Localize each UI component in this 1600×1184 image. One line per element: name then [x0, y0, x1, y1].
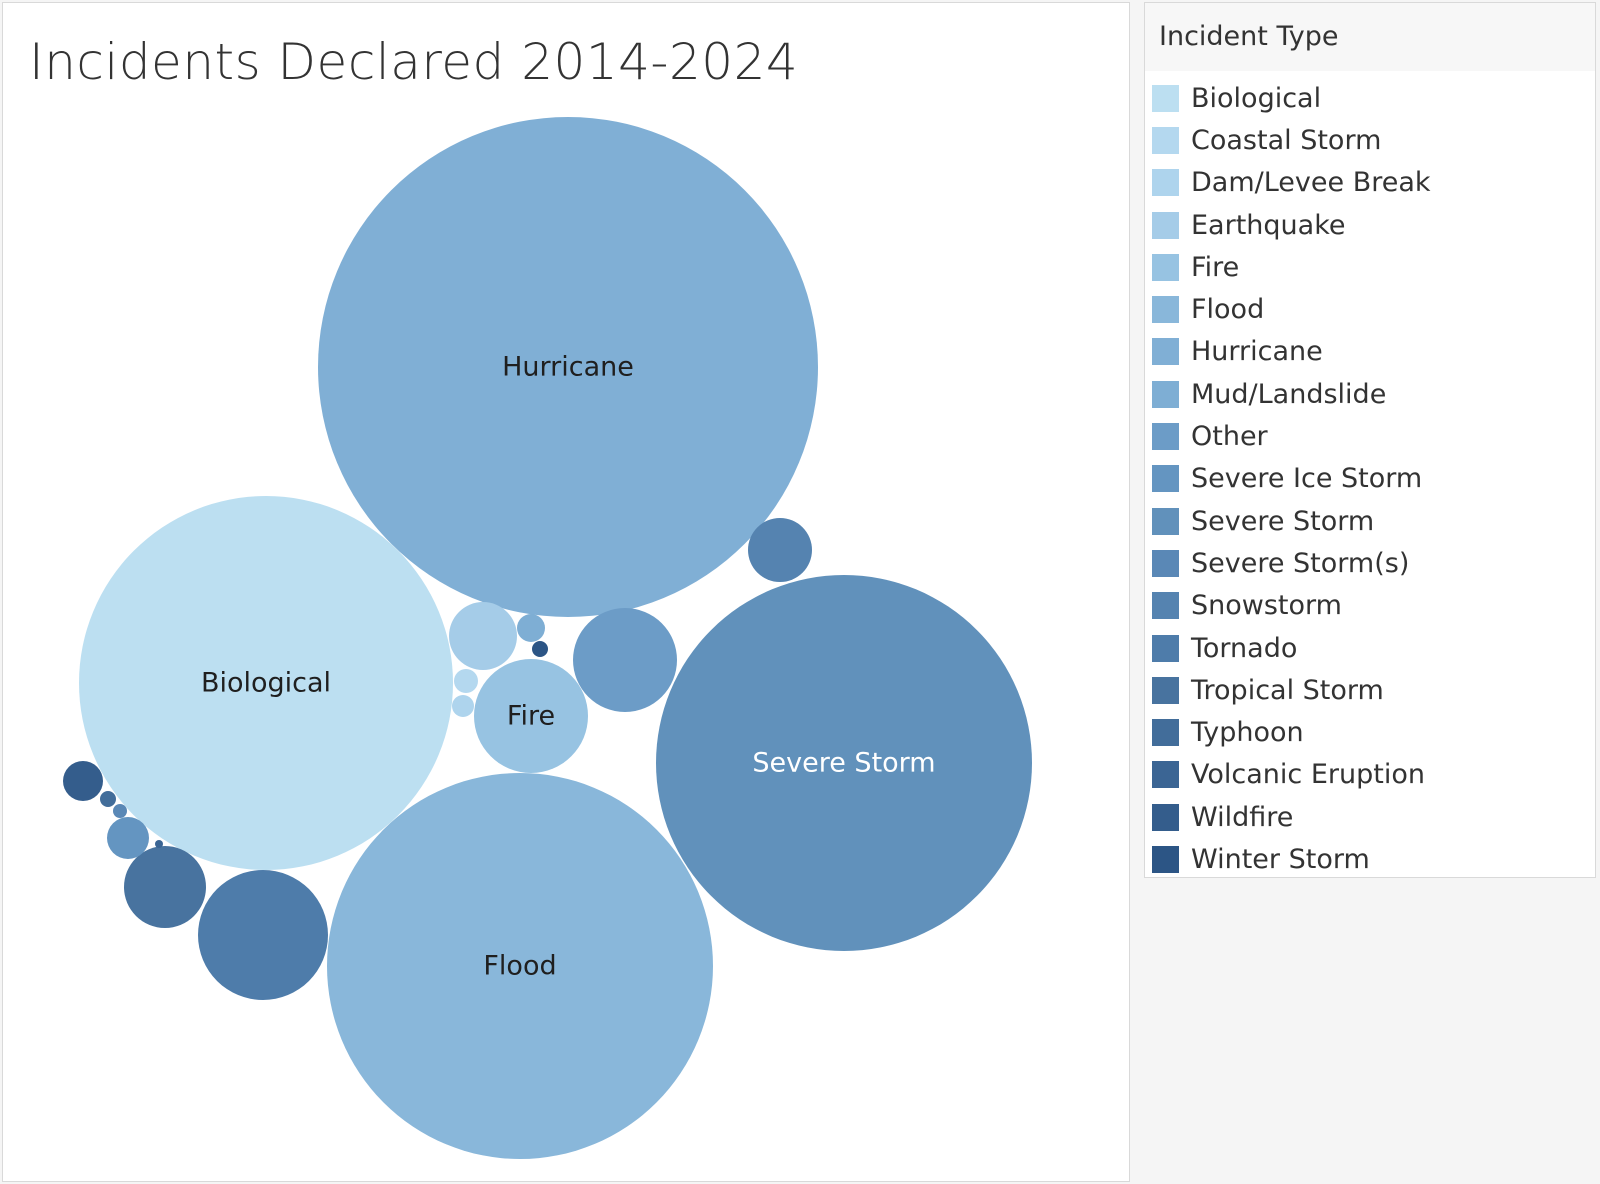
legend-item-snowstorm[interactable]: Snowstorm [1145, 585, 1595, 627]
legend-item-fire[interactable]: Fire [1145, 246, 1595, 288]
chart-title: Incidents Declared 2014-2024 [29, 33, 799, 91]
bubble-label-severe-storm: Severe Storm [752, 748, 935, 779]
legend-label: Dam/Levee Break [1191, 167, 1431, 199]
legend-item-tropical-storm[interactable]: Tropical Storm [1145, 669, 1595, 711]
bubble-earthquake[interactable] [449, 602, 517, 670]
legend-label: Coastal Storm [1191, 124, 1382, 156]
legend-item-winter-storm[interactable]: Winter Storm [1145, 838, 1595, 880]
legend-label: Severe Storm [1191, 505, 1375, 537]
legend-label: Mud/Landslide [1191, 378, 1387, 410]
bubble-other[interactable] [573, 608, 677, 712]
bubble-hurricane[interactable] [318, 117, 818, 617]
bubble-severe-storm[interactable] [656, 575, 1032, 951]
bubble-mud-landslide[interactable] [517, 614, 545, 642]
legend-label: Other [1191, 421, 1268, 453]
legend-item-typhoon[interactable]: Typhoon [1145, 711, 1595, 753]
bubble-label-flood: Flood [483, 951, 556, 982]
bubble-label-biological: Biological [201, 668, 331, 699]
legend-panel: Incident Type Biological Coastal Storm Dam… [1144, 2, 1596, 878]
bubble-winter-storm[interactable] [532, 641, 548, 657]
legend-label: Severe Storm(s) [1191, 547, 1410, 579]
bubble-coastal-storm[interactable] [454, 669, 478, 693]
legend-item-other[interactable]: Other [1145, 415, 1595, 457]
legend-swatch [1152, 169, 1179, 197]
chart-panel: Incidents Declared 2014-2024 Hurricane Se… [2, 2, 1130, 1182]
legend-item-severe-storm-s[interactable]: Severe Storm(s) [1145, 542, 1595, 584]
legend-label: Snowstorm [1191, 590, 1342, 622]
legend-swatch [1152, 423, 1179, 451]
legend-swatch [1152, 719, 1179, 747]
legend-item-tornado[interactable]: Tornado [1145, 627, 1595, 669]
legend-swatch [1152, 592, 1179, 620]
legend-list: Biological Coastal Storm Dam/Levee Break Ea… [1145, 71, 1595, 881]
legend-label: Winter Storm [1191, 843, 1370, 875]
legend-item-biological[interactable]: Biological [1145, 77, 1595, 119]
legend-label: Hurricane [1191, 336, 1323, 368]
legend-title: Incident Type [1145, 3, 1595, 71]
legend-swatch [1152, 549, 1179, 577]
legend-item-dam-levee-break[interactable]: Dam/Levee Break [1145, 162, 1595, 204]
legend-swatch [1152, 507, 1179, 535]
bubble-label-fire: Fire [507, 701, 555, 732]
legend-label: Severe Ice Storm [1191, 463, 1423, 495]
legend-swatch [1152, 338, 1179, 366]
bubble-volcanic-eruption[interactable] [155, 840, 163, 848]
legend-item-volcanic-eruption[interactable]: Volcanic Eruption [1145, 754, 1595, 796]
bubble-flood[interactable] [327, 773, 713, 1159]
legend-swatch [1152, 803, 1179, 831]
legend-swatch [1152, 84, 1179, 112]
legend-label: Volcanic Eruption [1191, 759, 1425, 791]
legend-label: Earthquake [1191, 209, 1346, 241]
bubble-snowstorm[interactable] [748, 518, 812, 582]
bubble-typhoon[interactable] [100, 791, 116, 807]
bubble-tornado[interactable] [198, 870, 328, 1000]
legend-label: Wildfire [1191, 801, 1294, 833]
legend-swatch [1152, 380, 1179, 408]
legend-label: Fire [1191, 251, 1240, 283]
bubble-chart: Hurricane Severe Storm Flood Biological Fire [63, 117, 1032, 1159]
legend-swatch [1152, 126, 1179, 154]
legend-swatch [1152, 845, 1179, 873]
bubble-label-hurricane: Hurricane [502, 352, 634, 383]
legend-item-wildfire[interactable]: Wildfire [1145, 796, 1595, 838]
legend-label: Flood [1191, 294, 1265, 326]
legend-swatch [1152, 761, 1179, 789]
bubble-dam-levee-break[interactable] [452, 695, 474, 717]
legend-item-severe-storm[interactable]: Severe Storm [1145, 500, 1595, 542]
legend-swatch [1152, 465, 1179, 493]
legend-item-mud-landslide[interactable]: Mud/Landslide [1145, 373, 1595, 415]
legend-item-flood[interactable]: Flood [1145, 288, 1595, 330]
legend-item-severe-ice-storm[interactable]: Severe Ice Storm [1145, 458, 1595, 500]
legend-label: Tropical Storm [1191, 674, 1384, 706]
bubble-fire[interactable] [474, 659, 588, 773]
bubble-wildfire[interactable] [63, 761, 103, 801]
legend-item-hurricane[interactable]: Hurricane [1145, 331, 1595, 373]
bubble-biological[interactable] [79, 496, 453, 870]
legend-item-coastal-storm[interactable]: Coastal Storm [1145, 119, 1595, 161]
legend-label: Biological [1191, 82, 1322, 114]
bubble-severe-ice-storm[interactable] [107, 817, 149, 859]
legend-item-earthquake[interactable]: Earthquake [1145, 204, 1595, 246]
legend-label: Tornado [1191, 632, 1298, 664]
legend-swatch [1152, 253, 1179, 281]
legend-swatch [1152, 634, 1179, 662]
legend-swatch [1152, 296, 1179, 324]
bubble-tropical-storm[interactable] [124, 846, 206, 928]
legend-swatch [1152, 211, 1179, 239]
legend-label: Typhoon [1191, 717, 1304, 749]
legend-swatch [1152, 676, 1179, 704]
bubble-severe-storm-s[interactable] [113, 804, 127, 818]
